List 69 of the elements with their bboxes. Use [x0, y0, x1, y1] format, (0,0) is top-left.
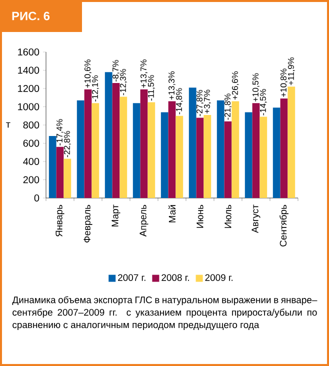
bar	[48, 136, 56, 198]
annotation: -21,8%	[224, 94, 232, 120]
x-tick-label: Май	[168, 205, 176, 222]
x-tick-label: Март	[112, 204, 120, 226]
bar	[288, 86, 296, 198]
bar	[280, 98, 288, 198]
bar	[272, 108, 280, 198]
y-tick-label: 1400	[18, 66, 40, 74]
annotation: +13,7%	[140, 60, 148, 88]
y-axis-title: т	[6, 122, 10, 128]
bar	[148, 102, 156, 198]
y-tick-label: 800	[23, 121, 40, 129]
annotation: -14,5%	[260, 89, 267, 116]
annotation: +10,6%	[84, 60, 92, 88]
x-tick-label: Февраль	[84, 204, 92, 242]
annotation: -14,8%	[176, 88, 183, 114]
bar	[56, 146, 64, 198]
annotation: +11,9%	[288, 57, 295, 86]
bar	[196, 118, 204, 198]
bar	[160, 112, 168, 198]
x-tick-label: Июнь	[196, 204, 204, 228]
bar	[104, 72, 112, 198]
bar	[84, 89, 92, 198]
x-tick-label: Июль	[224, 204, 232, 228]
bar	[132, 103, 140, 198]
y-tick-label: 1000	[18, 103, 40, 110]
bar	[244, 112, 252, 198]
legend-label: 2008 г.	[162, 274, 189, 281]
bar	[168, 101, 176, 198]
bar	[140, 89, 148, 198]
bar	[92, 103, 100, 198]
y-tick-label: 200	[23, 176, 40, 184]
annotation: -8,7%	[112, 60, 120, 82]
legend-label: 2009 г.	[205, 274, 233, 281]
annotation: +13,3%	[168, 71, 176, 100]
y-tick-label: 1600	[18, 48, 40, 56]
y-tick-label: 400	[23, 158, 40, 166]
chart-title: РИС. 6	[12, 12, 50, 20]
annotation: -17,4%	[56, 119, 64, 146]
annotation: -11,5%	[148, 75, 155, 101]
x-tick-label: Апрель	[140, 204, 148, 237]
annotation: -27,8%	[196, 90, 204, 116]
bar	[176, 116, 184, 198]
bar	[188, 88, 196, 198]
bar	[76, 100, 84, 198]
x-tick-label: Сентябрь	[280, 204, 288, 246]
bar	[260, 116, 268, 198]
x-tick-label: Август	[252, 204, 260, 233]
annotation: +26,6%	[232, 71, 239, 100]
x-tick-label: Январь	[56, 204, 64, 237]
bar	[216, 100, 224, 198]
y-tick-label: 0	[34, 194, 40, 202]
annotation: -22,8%	[64, 131, 71, 158]
text: Динамика объема экспорта ГЛС в натуральном выражении в январе–сентябре 2007–2009 гг. с указанием процента прироста/убыли по сравнению с аналогичным периодом предыдущего года	[12, 296, 318, 330]
annotation: -12,3%	[120, 68, 127, 96]
annotation: +10,5%	[252, 73, 260, 102]
bar	[252, 103, 260, 198]
bar	[112, 83, 120, 198]
y-tick-label: 1200	[18, 84, 40, 92]
annotation: +10,8%	[280, 68, 288, 97]
annotation: +3,7%	[204, 90, 211, 114]
bar	[204, 114, 212, 198]
annotation: -12,1%	[92, 75, 99, 102]
legend-label: 2007 г.	[118, 274, 146, 281]
y-tick-label: 600	[23, 140, 40, 147]
bar	[232, 101, 240, 198]
bar	[224, 121, 232, 198]
bar	[120, 96, 128, 198]
bar	[64, 158, 72, 198]
